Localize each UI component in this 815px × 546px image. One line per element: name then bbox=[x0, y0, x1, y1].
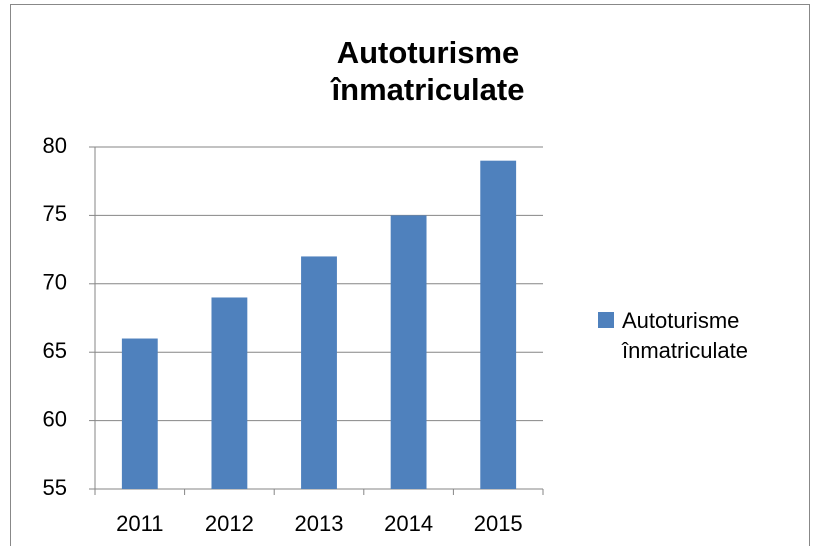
bar bbox=[211, 297, 248, 489]
x-tick-label: 2015 bbox=[474, 511, 523, 536]
y-tick-label: 65 bbox=[43, 338, 67, 363]
y-tick-label: 60 bbox=[43, 406, 67, 431]
bar bbox=[301, 256, 337, 489]
y-tick-label: 75 bbox=[43, 201, 67, 226]
y-tick-label: 55 bbox=[43, 475, 67, 500]
x-tick-label: 2012 bbox=[205, 511, 254, 536]
legend-label: Autoturisme înmatriculate bbox=[622, 308, 748, 363]
legend-swatch bbox=[598, 312, 614, 328]
legend: Autoturisme înmatriculate bbox=[598, 306, 812, 366]
y-tick-label: 80 bbox=[43, 133, 67, 158]
bar bbox=[121, 338, 158, 489]
x-tick-label: 2013 bbox=[295, 511, 344, 536]
y-tick-label: 70 bbox=[43, 270, 67, 295]
x-tick-label: 2014 bbox=[384, 511, 433, 536]
x-tick-label: 2011 bbox=[116, 511, 163, 536]
chart-title: Autoturisme înmatriculate bbox=[331, 35, 525, 107]
bar bbox=[480, 160, 517, 489]
bar bbox=[390, 215, 427, 489]
chart-border bbox=[10, 4, 810, 546]
